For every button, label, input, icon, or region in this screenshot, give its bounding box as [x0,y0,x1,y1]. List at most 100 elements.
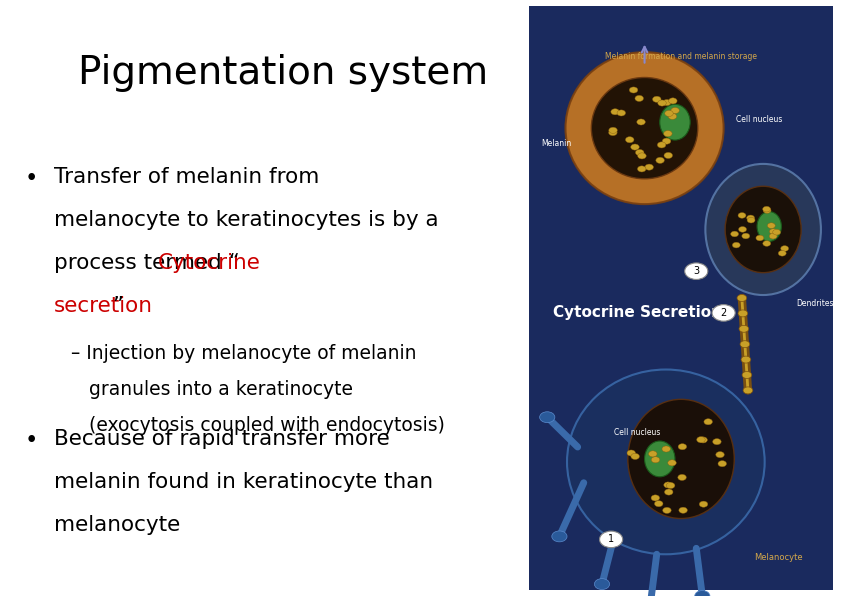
Circle shape [645,164,653,170]
Circle shape [609,128,617,134]
Circle shape [718,461,727,467]
Circle shape [631,454,639,460]
Circle shape [767,223,775,228]
Circle shape [773,229,781,235]
Circle shape [695,591,710,596]
Circle shape [656,157,664,163]
Text: Melanocyte: Melanocyte [754,552,802,562]
Text: Cytocrine: Cytocrine [158,253,261,273]
Circle shape [626,136,634,143]
Circle shape [631,144,639,150]
Circle shape [742,371,752,378]
Circle shape [600,531,623,548]
Circle shape [739,325,749,333]
Circle shape [627,450,636,456]
Circle shape [778,250,786,256]
Circle shape [716,452,724,458]
Circle shape [664,153,673,159]
Text: 3: 3 [693,266,700,276]
Circle shape [763,206,770,212]
Circle shape [781,246,789,252]
Text: melanin found in keratinocyte than: melanin found in keratinocyte than [54,472,434,492]
Text: Dendrites: Dendrites [797,299,834,309]
Circle shape [658,100,666,106]
Circle shape [662,446,670,452]
Ellipse shape [706,164,821,295]
Circle shape [617,110,626,116]
Circle shape [763,241,770,246]
Ellipse shape [566,52,723,204]
Circle shape [743,387,753,394]
Circle shape [699,501,708,507]
Circle shape [738,213,746,218]
Circle shape [663,131,672,136]
Circle shape [741,356,751,363]
Text: 1: 1 [608,535,614,544]
Circle shape [671,107,679,114]
Circle shape [704,419,712,425]
Circle shape [664,110,674,116]
Circle shape [712,439,722,445]
Circle shape [738,310,748,317]
Circle shape [609,129,617,136]
Circle shape [651,495,659,501]
Text: Transfer of melanin from: Transfer of melanin from [54,167,319,187]
Circle shape [747,218,755,223]
Ellipse shape [628,399,734,519]
Text: •: • [25,429,39,452]
Text: ”: ” [113,296,124,316]
Circle shape [663,100,671,105]
Text: 2: 2 [721,308,727,318]
Circle shape [654,501,663,507]
Text: Pigmentation system: Pigmentation system [78,54,488,92]
Circle shape [678,474,686,480]
Circle shape [699,437,707,443]
Circle shape [770,233,777,239]
Circle shape [737,294,747,302]
Text: •: • [25,167,39,190]
Ellipse shape [757,212,781,241]
Circle shape [540,412,555,423]
Circle shape [648,451,657,457]
Ellipse shape [591,77,698,179]
Text: melanocyte to keratinocytes is by a: melanocyte to keratinocytes is by a [54,210,439,230]
Circle shape [742,233,749,239]
Circle shape [635,95,643,101]
Circle shape [629,87,637,93]
Circle shape [763,207,771,213]
Circle shape [637,166,646,172]
Circle shape [637,153,646,159]
Circle shape [552,531,567,542]
Circle shape [669,98,677,104]
Text: granules into a keratinocyte: granules into a keratinocyte [71,380,353,399]
FancyBboxPatch shape [529,6,833,590]
Ellipse shape [660,104,690,140]
Circle shape [733,242,740,248]
Text: Cell nucleus: Cell nucleus [736,114,782,124]
Text: Cell nucleus: Cell nucleus [614,427,660,437]
Circle shape [756,235,764,241]
Circle shape [664,489,673,495]
Text: – Injection by melanocyte of melanin: – Injection by melanocyte of melanin [71,344,416,364]
Circle shape [610,108,620,115]
Text: Cytocrine Secretion: Cytocrine Secretion [553,305,722,321]
Circle shape [594,579,610,589]
Circle shape [738,226,747,232]
Circle shape [653,96,661,103]
Circle shape [651,457,660,463]
Circle shape [712,305,735,321]
Ellipse shape [725,186,801,272]
Circle shape [696,437,706,443]
Circle shape [685,263,708,280]
Circle shape [740,341,749,347]
Circle shape [731,231,738,237]
Circle shape [679,507,687,513]
Circle shape [770,229,777,234]
Circle shape [637,119,645,125]
Circle shape [663,482,672,488]
Ellipse shape [567,370,765,554]
Circle shape [668,460,676,466]
Circle shape [658,142,666,148]
Circle shape [678,443,686,450]
Text: melanocyte: melanocyte [54,515,180,535]
